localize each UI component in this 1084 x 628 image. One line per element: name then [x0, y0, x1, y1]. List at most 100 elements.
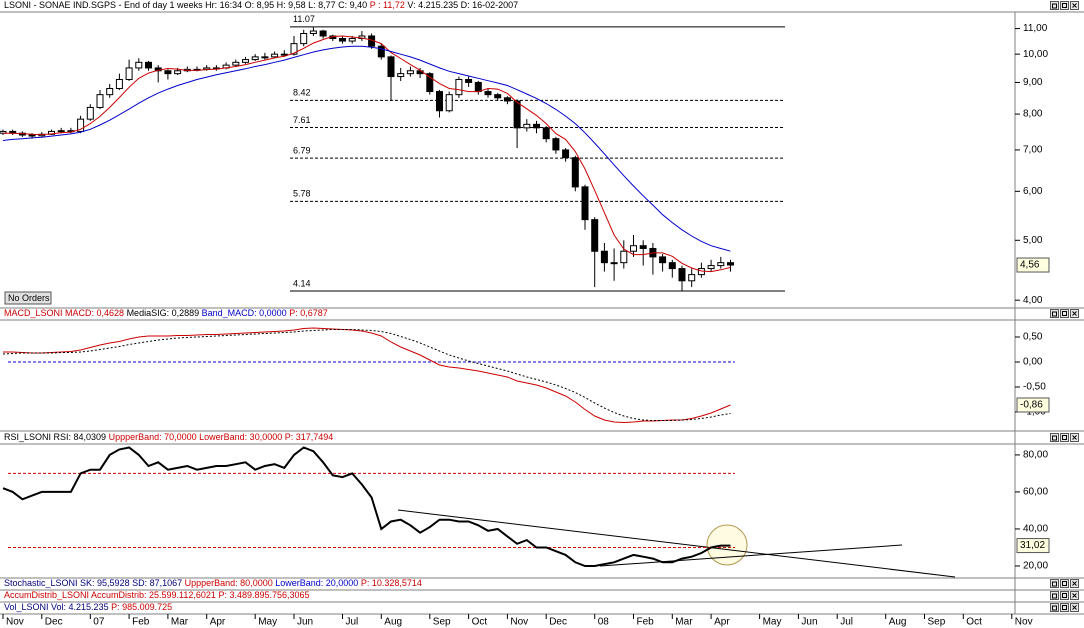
candle-body	[251, 56, 259, 61]
trend-line	[397, 509, 956, 578]
x-tick-label: Aug	[889, 617, 907, 628]
candle-body	[164, 70, 172, 75]
candle-body	[542, 127, 550, 140]
x-tick-label: May	[763, 617, 782, 628]
candle-body	[707, 265, 715, 270]
candle-body	[300, 32, 308, 45]
header-part: LowerBand: 20,0000	[275, 578, 358, 588]
no-orders-label: No Orders	[8, 293, 50, 303]
panel-buttons[interactable]	[1050, 579, 1079, 588]
candle-body	[309, 30, 317, 34]
y-tick-label: 11,00	[1023, 23, 1048, 34]
candle-body	[562, 149, 570, 159]
candle-body	[397, 73, 405, 78]
y-tick-label: 0,50	[1023, 332, 1043, 343]
header-part: AccumDistrib_LSONI AccumDistrib: 25.599.…	[4, 590, 216, 600]
header-part: Stochastic_LSONI SK: 95,5928 SD: 87,1067	[4, 578, 182, 588]
candle-body	[339, 38, 346, 42]
x-tick-label: Feb	[132, 617, 150, 628]
panel-buttons[interactable]	[1050, 591, 1079, 600]
panel-header: RSI_LSONI RSI: 84,0309 UppperBand: 70,00…	[4, 432, 333, 442]
candle-body	[242, 59, 249, 63]
last-value-box	[1016, 397, 1050, 413]
header-part: P: 0,6787	[289, 308, 328, 318]
candle-body	[571, 157, 579, 188]
x-tick-label: Mar	[675, 617, 693, 628]
candle-body	[620, 250, 628, 264]
last-value-box	[1016, 538, 1050, 554]
candle-body	[125, 67, 133, 80]
panel-buttons[interactable]	[1050, 309, 1079, 318]
x-tick-label: Oct	[472, 617, 488, 628]
y-tick-label: 7,00	[1023, 145, 1043, 156]
candle-body	[280, 53, 288, 56]
x-tick-label: Nov	[510, 617, 528, 628]
header-part: MediaSIG: 0,2889	[127, 308, 200, 318]
level-label: 8.42	[293, 88, 311, 98]
candle-body	[533, 123, 540, 129]
x-tick-label: Sep	[433, 617, 451, 628]
y-tick-label: 9,00	[1023, 77, 1043, 88]
candle-body	[406, 70, 414, 75]
level-label: 6.79	[293, 145, 311, 155]
candle-body	[717, 262, 725, 267]
y-tick-label: 5,00	[1023, 235, 1043, 246]
candle-body	[581, 186, 589, 221]
candle-body	[426, 73, 434, 93]
last-value-label: -0,86	[1020, 400, 1043, 411]
x-tick-label: 07	[93, 617, 105, 628]
header-part: MACD_LSONI MACD: 0,4628	[4, 308, 124, 318]
header-part: RSI_LSONI RSI: 84,0309	[4, 432, 106, 442]
candle-body	[115, 78, 123, 89]
panel-buttons[interactable]	[1050, 1, 1079, 10]
header-part: P: 3.489.895.756,3065	[218, 590, 309, 600]
x-tick-label: Nov	[1015, 617, 1033, 628]
candle-body	[145, 61, 152, 69]
panel-buttons[interactable]	[1050, 433, 1079, 442]
candle-body	[445, 94, 453, 112]
header-part: UppperBand: 80,0000	[185, 578, 273, 588]
y-tick-label: 4,00	[1023, 295, 1043, 306]
panel-buttons[interactable]	[1050, 603, 1079, 612]
header-part: P : 11,72	[370, 0, 405, 10]
y-tick-label: 40,00	[1023, 524, 1048, 535]
no-orders-box[interactable]	[4, 291, 52, 305]
last-value-box	[1016, 257, 1050, 273]
header-part: V: 4.215.235 D: 16-02-2007	[407, 0, 518, 10]
header-part: Vol_LSONI Vol: 4.215.235	[4, 602, 109, 612]
x-tick-label: Apr	[210, 617, 226, 628]
panel-header: AccumDistrib_LSONI AccumDistrib: 25.599.…	[4, 590, 310, 600]
level-label: 11.07	[293, 14, 315, 24]
candle-body	[678, 268, 686, 282]
candle-body	[503, 97, 511, 102]
x-tick-label: Nov	[6, 617, 24, 628]
candle-body	[513, 100, 521, 129]
candle-body	[688, 274, 696, 282]
x-tick-label: Jul	[346, 617, 359, 628]
candle-body	[319, 30, 327, 37]
candle-body	[77, 118, 85, 132]
panel-header: Stochastic_LSONI SK: 95,5928 SD: 87,1067…	[4, 578, 422, 588]
series-line	[2, 45, 731, 252]
y-tick-label: 60,00	[1023, 487, 1048, 498]
candle-body	[494, 94, 502, 99]
candle-body	[639, 245, 647, 249]
last-value-label: 4,56	[1020, 260, 1040, 271]
x-tick-label: Mar	[171, 617, 189, 628]
candle-body	[135, 61, 143, 69]
x-tick-label: Jun	[801, 617, 817, 628]
candle-body	[271, 53, 279, 58]
y-tick-label: 8,00	[1023, 109, 1043, 120]
candle-body	[28, 134, 36, 137]
candle-body	[474, 81, 482, 93]
series-line	[3, 35, 731, 273]
panel-frames	[0, 11, 1084, 615]
series-line	[3, 327, 731, 424]
header-part: P: 10.328,5714	[361, 578, 422, 588]
level-label: 5.78	[293, 189, 311, 199]
series-line	[2, 329, 731, 421]
candle-body	[261, 56, 269, 59]
x-tick-label: 08	[598, 617, 610, 628]
